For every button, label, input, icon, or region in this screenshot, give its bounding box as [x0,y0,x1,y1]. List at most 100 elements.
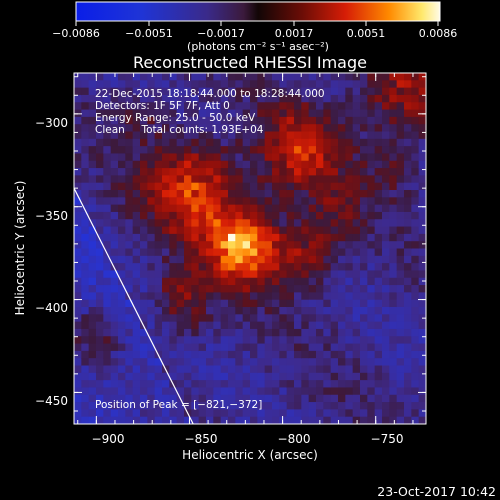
heatmap-cell [228,314,236,323]
heatmap-cell [308,182,317,191]
heatmap-cell [228,365,236,374]
heatmap-cell [74,116,82,125]
heatmap-cell [308,402,317,410]
heatmap-cell [169,219,178,228]
heatmap-cell [162,131,170,140]
heatmap-cell [118,219,126,228]
heatmap-cell [162,307,170,315]
heatmap-cell [162,255,170,264]
heatmap-cell [257,372,266,381]
heatmap-cell [396,204,405,213]
heatmap-cell [250,255,258,264]
heatmap-cell [250,190,258,198]
heatmap-cell [374,285,383,293]
heatmap-cell [81,168,90,176]
heatmap-cell [360,87,368,96]
heatmap-cell [206,299,214,308]
heatmap-cell [294,248,302,257]
heatmap-cell [367,168,376,176]
heatmap-cell [110,314,119,323]
heatmap-cell [418,190,426,198]
heatmap-cell [213,241,222,250]
heatmap-cell [294,321,302,330]
heatmap-cell [323,416,332,424]
heatmap-cell [242,321,251,330]
heatmap-cell [206,321,214,330]
heatmap-cell [404,292,412,301]
heatmap-cell [184,380,192,389]
heatmap-cell [418,233,426,242]
heatmap-cell [374,87,383,96]
heatmap-cell [382,190,390,198]
heatmap-cell [264,211,273,220]
heatmap-cell [88,168,97,176]
heatmap-cell [198,365,207,374]
heatmap-cell [367,255,376,264]
heatmap-cell [308,102,317,111]
heatmap-cell [81,248,90,257]
heatmap-cell [404,394,412,403]
heatmap-cell [330,270,339,279]
heatmap-cell [279,219,288,228]
heatmap-cell [279,124,288,133]
heatmap-cell [389,226,398,235]
heatmap-cell [154,94,163,103]
heatmap-cell [374,380,383,389]
heatmap-cell [220,299,229,308]
heatmap-cell [206,138,214,147]
heatmap-cell [169,73,178,81]
heatmap-cell [352,241,361,250]
heatmap-cell [176,153,185,162]
heatmap-cell [169,204,178,213]
heatmap-cell [316,124,324,133]
heatmap-cell [162,190,170,198]
heatmap-cell [338,219,346,228]
heatmap-cell [88,263,97,272]
heatmap-cell [279,204,288,213]
heatmap-cell [352,153,361,162]
heatmap-cell [323,343,332,352]
heatmap-cell [338,402,346,410]
heatmap-cell [81,146,90,155]
heatmap-cell [396,314,405,323]
heatmap-cell [301,226,310,235]
heatmap-cell [169,409,178,418]
heatmap-cell [411,204,420,213]
heatmap-cell [147,226,156,235]
heatmap-cell [132,190,141,198]
heatmap-cell [352,204,361,213]
heatmap-cell [228,116,236,125]
heatmap-cell [81,131,90,140]
heatmap-cell [323,314,332,323]
heatmap-cell [176,358,185,367]
heatmap-cell [367,219,376,228]
heatmap-cell [257,160,266,169]
heatmap-cell [191,116,200,125]
heatmap-cell [154,168,163,176]
heatmap-cell [294,241,302,250]
heatmap-cell [308,321,317,330]
heatmap-cell [418,358,426,367]
heatmap-cell [118,307,126,315]
heatmap-cell [404,277,412,286]
heatmap-cell [74,270,82,279]
heatmap-cell [301,146,310,155]
heatmap-cell [162,350,170,359]
heatmap-cell [132,175,141,184]
heatmap-cell [418,197,426,206]
heatmap-cell [206,73,214,81]
heatmap-cell [162,138,170,147]
heatmap-cell [74,190,82,198]
heatmap-cell [294,182,302,191]
heatmap-cell [396,307,405,315]
heatmap-cell [418,87,426,96]
heatmap-cell [103,153,112,162]
heatmap-cell [235,138,244,147]
heatmap-cell [345,80,354,89]
heatmap-cell [308,94,317,103]
heatmap-cell [338,168,346,176]
heatmap-cell [147,372,156,381]
heatmap-cell [118,124,126,133]
heatmap-cell [272,73,280,81]
heatmap-cell [154,277,163,286]
